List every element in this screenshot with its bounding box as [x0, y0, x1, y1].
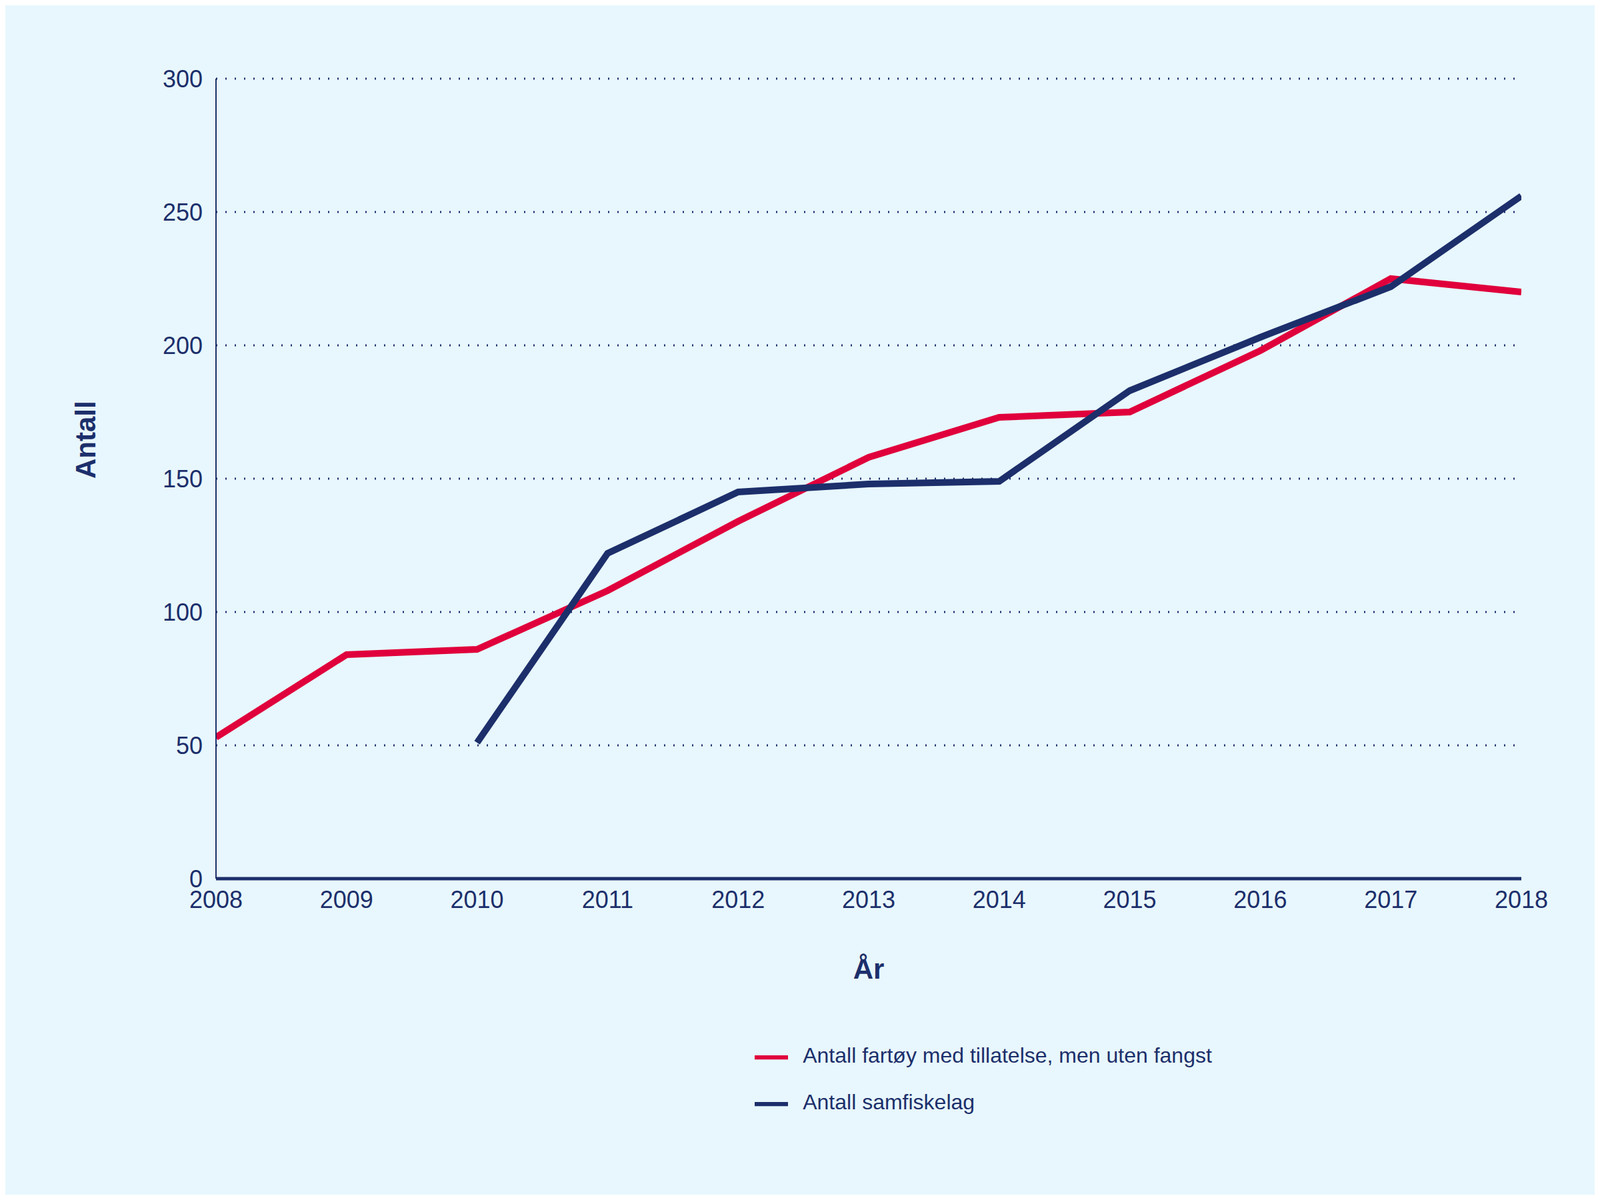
svg-text:2010: 2010	[450, 886, 504, 914]
svg-text:2013: 2013	[842, 886, 896, 914]
html-text:Antall samfiskelag: Antall samfiskelag	[802, 1090, 975, 1114]
svg-text:0: 0	[189, 865, 203, 893]
svg-text:2014: 2014	[972, 886, 1026, 914]
svg-text:2015: 2015	[1103, 886, 1157, 914]
svg-text:År: År	[853, 953, 885, 985]
svg-text:200: 200	[162, 332, 203, 360]
svg-text:2012: 2012	[711, 886, 765, 914]
svg-text:2016: 2016	[1233, 886, 1287, 914]
svg-text:2018: 2018	[1494, 886, 1548, 914]
svg-text:50: 50	[176, 732, 203, 760]
svg-text:250: 250	[162, 198, 203, 226]
svg-text:2017: 2017	[1364, 886, 1418, 914]
svg-text:2011: 2011	[582, 886, 634, 914]
svg-text:300: 300	[162, 65, 203, 93]
svg-text:100: 100	[162, 598, 203, 626]
html-text:Antall fartøy med tillatelse,: Antall fartøy med tillatelse, men uten f…	[802, 1043, 1212, 1068]
svg-text:150: 150	[162, 465, 203, 493]
svg-text:2009: 2009	[320, 886, 374, 914]
svg-text:Antall: Antall	[70, 400, 102, 479]
svg-text:2008: 2008	[189, 885, 243, 914]
